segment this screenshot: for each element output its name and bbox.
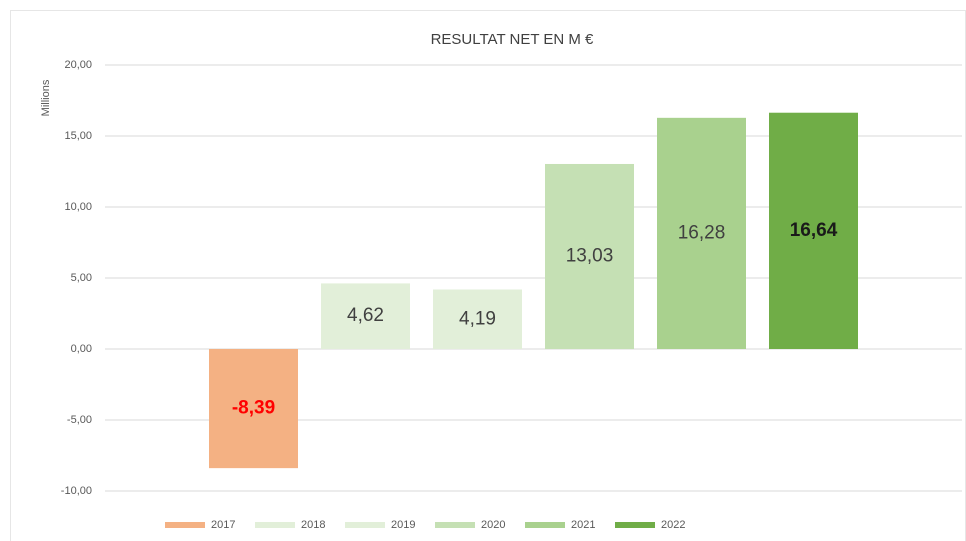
legend-label: 2019 (391, 519, 415, 531)
legend-swatch (255, 522, 295, 528)
y-tick-label: 5,00 (71, 272, 92, 284)
y-tick-label: -5,00 (67, 414, 92, 426)
y-tick-label: 15,00 (64, 130, 92, 142)
bar (545, 163, 634, 349)
data-label: 4,19 (459, 308, 496, 329)
bar (769, 112, 858, 349)
y-tick-label: 20,00 (64, 59, 92, 71)
data-label: 13,03 (566, 246, 614, 267)
data-label: 4,62 (347, 305, 384, 326)
y-axis-title: Millions (40, 79, 52, 116)
bar (433, 289, 522, 349)
legend-label: 2022 (661, 519, 685, 531)
data-label: 16,64 (790, 220, 838, 241)
legend-label: 2021 (571, 519, 595, 531)
data-label: 16,28 (678, 222, 726, 243)
y-tick-label: 10,00 (64, 201, 92, 213)
bar (321, 283, 410, 349)
legend-swatch (165, 522, 205, 528)
legend-swatch (525, 522, 565, 528)
legend-label: 2018 (301, 519, 325, 531)
legend-swatch (345, 522, 385, 528)
legend-label: 2020 (481, 519, 505, 531)
legend-swatch (615, 522, 655, 528)
y-tick-label: 0,00 (71, 343, 92, 355)
bar (209, 349, 298, 469)
chart-title: RESULTAT NET EN M € (431, 31, 594, 48)
y-tick-label: -10,00 (61, 485, 92, 497)
legend-swatch (435, 522, 475, 528)
legend-label: 2017 (211, 519, 235, 531)
data-label: -8,39 (232, 398, 275, 419)
bar (657, 117, 746, 349)
